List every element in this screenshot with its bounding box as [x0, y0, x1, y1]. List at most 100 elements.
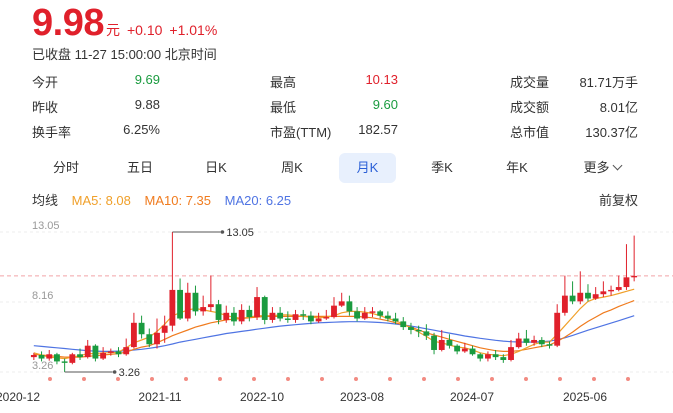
tab-five-day[interactable]: 五日 [126, 160, 153, 175]
candle-body [600, 291, 607, 295]
stat-value: 130.37亿 [585, 125, 638, 140]
timeline-dot [592, 377, 596, 381]
candle-body [500, 357, 507, 360]
candle-body [546, 344, 553, 346]
price-change-percent: +1.01% [169, 22, 218, 38]
candle-body [484, 354, 491, 359]
candle-body [30, 354, 37, 358]
timeline-dot [524, 377, 528, 381]
candle-body [446, 339, 453, 346]
x-tick-label: 2022-10 [240, 390, 284, 404]
more-menu[interactable]: 更多 [574, 153, 630, 183]
stat-label: 成交量 [510, 75, 550, 90]
candle-body [300, 314, 307, 316]
stat-label: 最高 [270, 75, 297, 90]
candle-body [154, 332, 160, 345]
timeline-dot [218, 377, 222, 381]
price-unit: 元 [105, 22, 120, 38]
stat-value: 10.13 [365, 72, 398, 87]
candle-body [408, 327, 414, 330]
stat-label: 昨收 [32, 100, 59, 115]
candle-body [207, 304, 214, 308]
candle-body [107, 351, 114, 353]
candle-body [461, 348, 468, 352]
tab-intraday[interactable]: 分时 [52, 160, 79, 175]
candle-body [307, 315, 314, 322]
tab-daily-k[interactable]: 日K [205, 160, 227, 175]
stat-value: 9.88 [134, 97, 160, 112]
candle-body [631, 275, 638, 278]
ma-legend: 均线 MA5: 8.08 MA10: 7.35 MA20: 6.25 [32, 190, 301, 209]
candle-body [138, 322, 145, 335]
candle-body [538, 339, 545, 345]
stat-value: 182.57 [358, 122, 398, 137]
adjust-mode-button[interactable]: 前复权 [598, 193, 638, 208]
y-tick-label: 8.16 [32, 290, 53, 302]
price-change: +0.10 [126, 22, 163, 38]
candle-body [508, 347, 514, 360]
candle-body [531, 339, 538, 343]
stat-label: 换手率 [32, 125, 72, 140]
candle-body [46, 354, 53, 359]
candle-body [69, 354, 76, 363]
candle-body [92, 345, 99, 359]
stat-value: 6.25% [123, 122, 160, 137]
stat-value: 9.69 [134, 72, 160, 87]
candle-body [84, 345, 91, 358]
min-annotation-dot [112, 370, 117, 374]
timeline-dot [320, 377, 324, 381]
timeline-dot [456, 377, 460, 381]
period-tabs: 分时 五日 日K 周K 月K 季K 年K 更多 [0, 153, 673, 183]
candle-body [123, 347, 130, 355]
candle-body [615, 287, 622, 290]
ma20-value: MA20: 6.25 [224, 193, 292, 208]
ma-label: 均线 [32, 193, 59, 208]
stat-value: 81.71万手 [579, 75, 638, 90]
stat-value: 9.60 [372, 97, 398, 112]
candle-body [569, 295, 576, 302]
tab-weekly-k[interactable]: 周K [281, 160, 303, 175]
candle-body [215, 304, 222, 320]
max-annotation-label: 13.05 [226, 227, 254, 239]
kline-chart[interactable]: 13.05 8.16 3.26 13.05 3.26 2020-12 2021-11 2022… [0, 210, 673, 413]
candle-body [231, 312, 237, 322]
y-tick-label: 13.05 [32, 220, 60, 232]
market-status: 已收盘 11-27 15:00:00 北京时间 [32, 47, 217, 62]
candle-body [200, 307, 207, 312]
candle-body [423, 331, 430, 336]
candle-body [338, 301, 345, 306]
candle-body [54, 354, 60, 362]
candle-body [146, 334, 153, 345]
candle-body [554, 312, 561, 346]
stat-label: 市盈(TTM) [270, 125, 332, 140]
tab-yearly-k[interactable]: 年K [506, 160, 528, 175]
candle-body [415, 329, 422, 332]
candle-body [361, 312, 368, 319]
candle-body [115, 351, 122, 355]
quote-header: 9.98 元 +0.10 +1.01% [32, 2, 218, 44]
candle-body [323, 317, 330, 319]
timeline-dot [82, 377, 86, 381]
candle-body [577, 292, 584, 302]
candle-body [369, 311, 376, 313]
x-tick-label: 2021-11 [138, 390, 181, 404]
chevron-down-icon [612, 160, 622, 171]
candle-body [592, 294, 599, 299]
current-price: 9.98 [32, 2, 104, 44]
min-annotation-label: 3.26 [119, 367, 140, 379]
timeline-dot [184, 377, 188, 381]
timeline-dot [490, 377, 494, 381]
candle-body [561, 295, 568, 313]
candle-body [246, 309, 253, 318]
x-tick-label: 2023-08 [340, 390, 384, 404]
tab-monthly-k[interactable]: 月K [339, 153, 396, 183]
candle-body [354, 311, 361, 319]
candle-body [515, 338, 522, 348]
candle-body [346, 301, 353, 312]
candle-body [238, 309, 245, 322]
tab-quarterly-k[interactable]: 季K [431, 160, 453, 175]
candle-body [585, 292, 591, 299]
candle-body [100, 352, 107, 359]
y-tick-label: 3.26 [32, 360, 53, 372]
candle-body [161, 325, 168, 333]
